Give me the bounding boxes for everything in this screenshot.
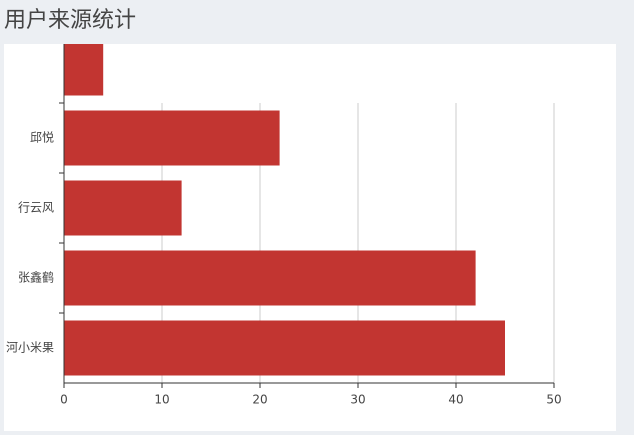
bar bbox=[64, 320, 505, 376]
y-tick-label: 邱悦 bbox=[30, 131, 54, 145]
y-tick-label: 河小米果 bbox=[6, 341, 54, 355]
x-tick-label: 50 bbox=[546, 393, 561, 407]
x-tick-label: 0 bbox=[60, 393, 68, 407]
x-tick-label: 40 bbox=[448, 393, 463, 407]
chart-title: 用户来源统计 bbox=[4, 8, 136, 33]
y-tick-label: 张鑫鹤 bbox=[18, 270, 54, 285]
bar bbox=[64, 180, 182, 236]
y-tick-label: 行云风 bbox=[18, 201, 54, 215]
x-tick-label: 20 bbox=[252, 393, 267, 407]
x-tick-label: 30 bbox=[350, 393, 365, 407]
bar bbox=[64, 44, 104, 96]
x-tick-label: 10 bbox=[154, 393, 169, 407]
bar bbox=[64, 250, 476, 306]
bar bbox=[64, 110, 280, 166]
